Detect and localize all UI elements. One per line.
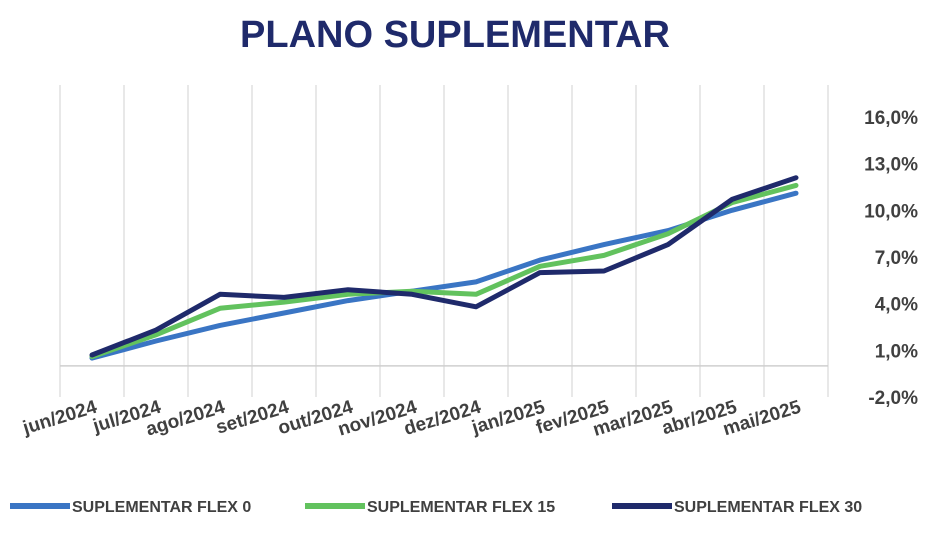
y-tick-label: 7,0%: [875, 248, 918, 269]
y-tick-label: 10,0%: [864, 201, 918, 222]
y-tick-label: -2,0%: [868, 388, 918, 409]
x-axis-tick-labels: jun/2024jul/2024ago/2024set/2024out/2024…: [20, 397, 804, 441]
grid-lines: [59, 85, 829, 397]
y-tick-label: 4,0%: [875, 295, 918, 316]
legend-item-2: SUPLEMENTAR FLEX 15: [305, 499, 555, 516]
legend-item-3: SUPLEMENTAR FLEX 30: [612, 499, 862, 516]
series-lines: [89, 175, 799, 361]
y-tick-label: 1,0%: [875, 341, 918, 362]
legend-item-1: SUPLEMENTAR FLEX 0: [10, 499, 251, 516]
series-line-3: [89, 175, 799, 358]
legend-label: SUPLEMENTAR FLEX 0: [72, 499, 251, 516]
chart-title: PLANO SUPLEMENTAR: [240, 14, 670, 56]
y-tick-label: 13,0%: [864, 155, 918, 176]
x-tick-label: jun/2024: [20, 397, 100, 440]
y-tick-label: 16,0%: [864, 108, 918, 129]
series-line-2: [89, 182, 799, 360]
legend-label: SUPLEMENTAR FLEX 15: [367, 499, 555, 516]
legend-label: SUPLEMENTAR FLEX 30: [674, 499, 862, 516]
legend: SUPLEMENTAR FLEX 0 SUPLEMENTAR FLEX 15 SUP…: [10, 499, 862, 516]
y-axis-tick-labels: 16,0% 13,0% 10,0% 7,0% 4,0% 1,0% -2,0%: [864, 108, 918, 409]
